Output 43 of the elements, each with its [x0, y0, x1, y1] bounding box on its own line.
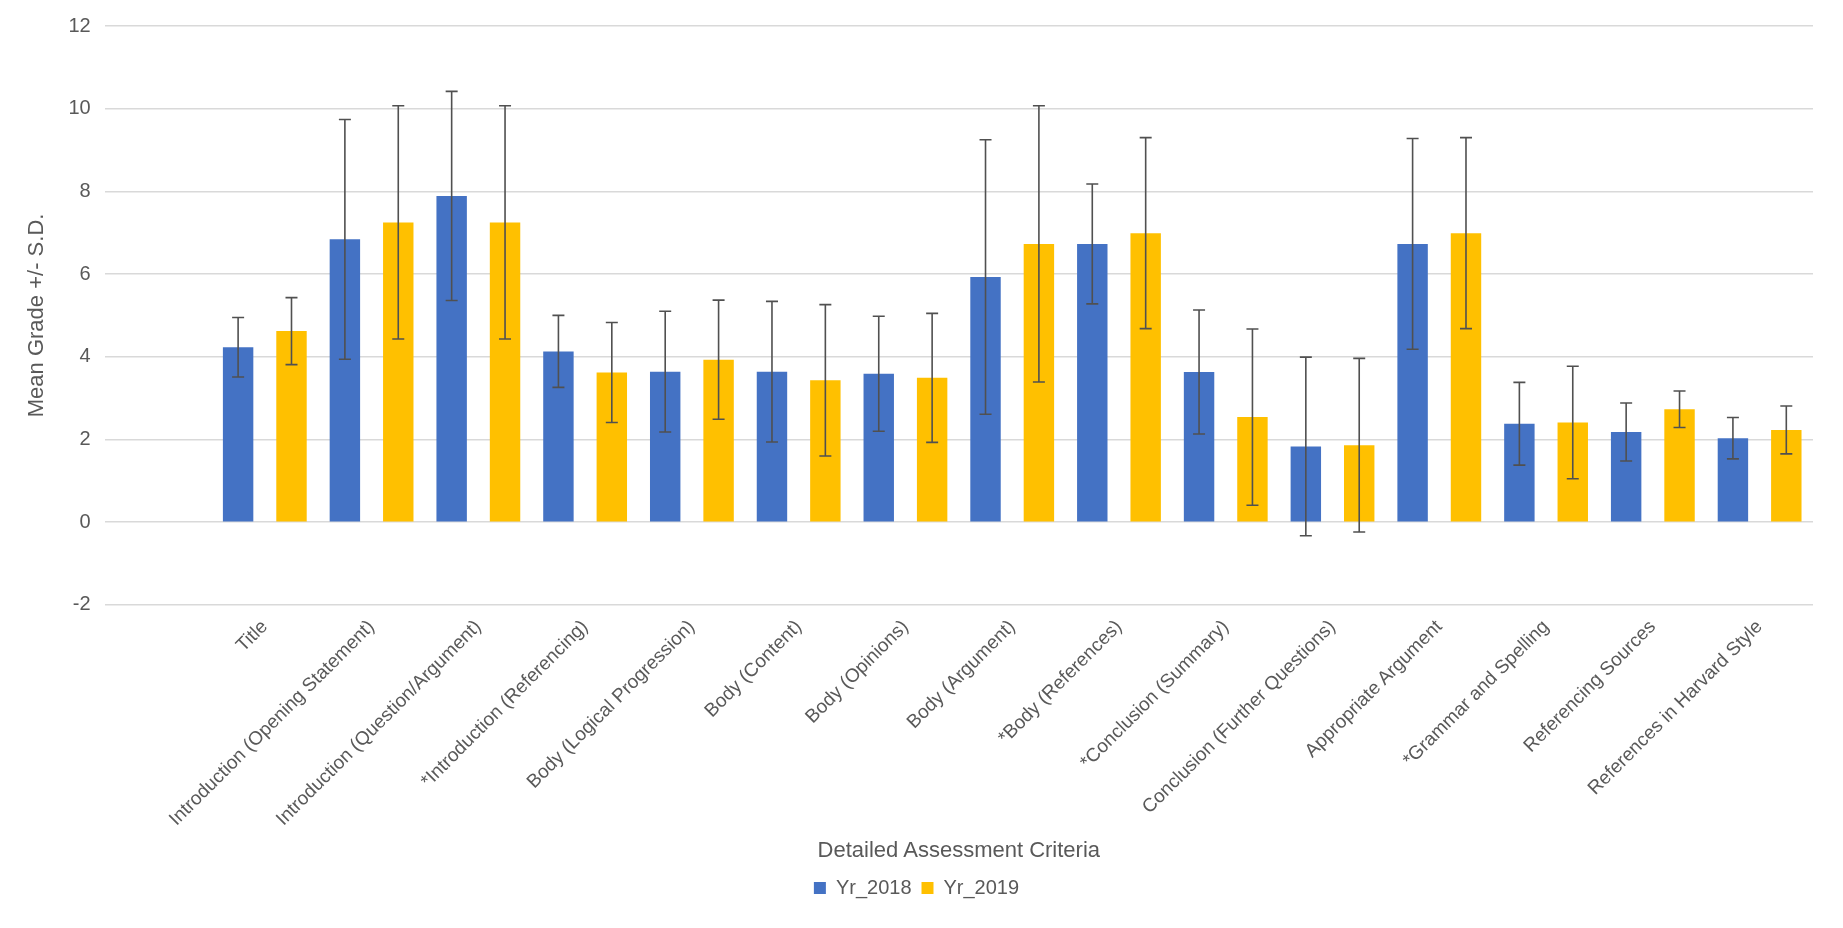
bar [649, 371, 681, 522]
y-tick-label: 4 [79, 344, 91, 367]
bar [1610, 432, 1642, 522]
bar [1397, 243, 1428, 522]
bar [436, 195, 467, 522]
bar [1717, 438, 1749, 522]
bar [276, 331, 307, 522]
y-tick-label: 0 [79, 509, 91, 532]
bar [1664, 409, 1695, 522]
y-tick-label: 8 [79, 178, 91, 201]
bar [703, 359, 734, 522]
bar [1344, 445, 1375, 522]
bar [383, 222, 414, 522]
bar [543, 351, 574, 522]
bar [1023, 243, 1055, 522]
bar [596, 372, 628, 522]
y-axis-title: Mean Grade +/- S.D. [23, 213, 49, 418]
y-tick-label: -2 [72, 592, 91, 615]
legend-label: Yr_2019 [943, 875, 1020, 899]
y-tick-label: 2 [79, 426, 91, 449]
bar [1237, 417, 1268, 522]
bar [1557, 422, 1588, 522]
y-tick-label: 12 [68, 13, 91, 36]
x-axis-title: Detailed Assessment Criteria [817, 836, 1101, 862]
y-tick-label: 6 [79, 261, 91, 284]
bar [329, 239, 361, 522]
bar [1183, 372, 1215, 522]
bar [916, 377, 948, 522]
bar [222, 347, 254, 522]
y-tick-label: 10 [68, 96, 91, 119]
bar [1077, 243, 1108, 522]
bar [1771, 429, 1802, 522]
bar [489, 222, 521, 522]
bar [863, 373, 894, 522]
bar [1504, 423, 1535, 522]
bar [1450, 233, 1482, 522]
bar [756, 371, 788, 522]
x-tick-label: Title [231, 615, 272, 656]
bar [1130, 233, 1161, 522]
bar [810, 380, 841, 522]
bar [970, 276, 1001, 522]
bar [1290, 446, 1322, 522]
legend-label: Yr_2018 [835, 875, 912, 899]
